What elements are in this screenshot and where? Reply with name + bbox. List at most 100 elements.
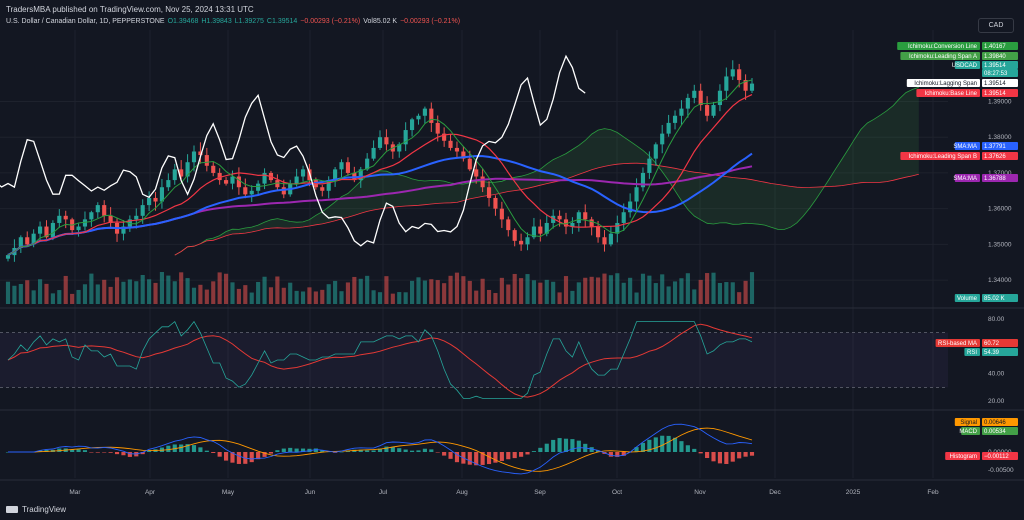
time-tick-label: Jun [305,489,316,496]
candle-body [506,219,511,231]
lagging-tag-value: 1.39514 [984,81,1006,87]
candle-body [147,197,152,206]
candle-body [5,255,11,259]
candle-body [365,158,370,170]
volume-bar [474,290,479,304]
volume-bar [640,273,646,304]
candle-body [371,147,376,159]
change-value: −0.00293 (−0.21%) [300,18,361,25]
candle-body [467,158,472,170]
volume-bar [127,279,132,304]
histogram-bar [711,452,716,462]
base-tag-label: Ichimoku:Base Line [925,91,978,97]
volume-bar [711,272,716,304]
volume-bar [583,277,588,304]
candle-body [172,169,177,181]
histogram-bar [185,444,190,452]
volume-bar [191,287,197,304]
time-tick-label: Sep [534,489,546,496]
histogram-bar [615,452,620,457]
volume-bar [621,282,626,304]
volume-bar [121,281,126,304]
footer-brand-text: TradingView [22,505,67,514]
volume-bar [608,275,613,304]
volume-tag-value: 85.02 K [984,296,1005,302]
volume-bar [70,293,75,304]
volume-bar [300,291,306,304]
rsi-line [7,320,753,399]
volume-bar [38,279,43,304]
candle-body [486,187,492,198]
histogram-bar [217,452,222,457]
histogram-bar [698,452,703,454]
volume-bar [589,276,594,304]
volume-bar [660,274,665,304]
rsi-tag-label-bg [964,348,980,356]
candle-body [634,187,639,202]
volume-bar [249,292,254,304]
histogram-bar [384,446,389,452]
volume-bar [50,293,55,304]
histogram-bar [108,452,113,453]
sma-purple-tag-value: 1.36788 [984,176,1006,182]
candle-body [44,226,49,238]
instrument-name[interactable]: U.S. Dollar / Canadian Dollar, 1D, PEPPE… [6,18,165,25]
rsi-ma-tag-value-bg [982,339,1018,347]
histogram-bar [519,452,524,457]
histogram-bar [531,451,536,452]
candle-body [499,208,504,220]
rsi-tag-value-bg [982,348,1018,356]
histogram-bar [538,447,543,452]
volume-bar [397,292,402,304]
macd-tag-label-bg [961,427,980,435]
histogram-bar [294,448,299,452]
candle-body [576,212,581,223]
footer-brand: TradingView [6,505,66,514]
candle-body [333,169,338,181]
time-tick-label: Dec [769,489,781,496]
volume-bar [435,280,440,304]
volume-bar [57,290,62,304]
span-b-tag-value: 1.37626 [984,154,1006,160]
candle-body [140,205,145,216]
volume-bar [576,282,581,304]
volume-change-value: −0.00293 (−0.21%) [400,18,461,25]
candle-body [724,76,729,91]
candle-body [230,176,235,184]
price-tick-label: 1.36000 [988,206,1012,213]
candle-body [692,90,697,98]
histogram-bar [647,439,652,452]
volume-bar [480,278,485,304]
volume-bar [76,289,81,304]
candle-body [679,108,684,116]
currency-button[interactable]: CAD [978,18,1014,33]
candle-body [538,226,543,234]
signal-tag-label-bg [954,418,980,426]
histogram-bar [230,452,235,463]
base-tag-value-bg [982,89,1018,97]
candle-body [422,108,427,116]
time-tick-label: Feb [927,489,939,496]
histogram-bar [211,452,216,453]
lagging-span-line [0,54,586,247]
candle-body [435,122,440,134]
histogram-bar [454,452,460,463]
histogram-bar [121,452,126,456]
candle-body [596,226,601,238]
histogram-bar [114,452,120,455]
candle-body [480,176,485,188]
usdcad-tag-value: 1.39514 [984,63,1006,69]
volume-bar [653,283,658,304]
histogram-bar [89,452,94,453]
candle-body [621,212,626,223]
conversion-line [7,79,753,256]
candlesticks [5,60,755,262]
sma-blue-tag-value-bg [982,142,1018,150]
rsi-ma-line [7,323,753,398]
histogram-tag-value-bg [982,452,1018,460]
candle-body [377,137,383,148]
price-tick-label: 1.34000 [988,277,1012,284]
volume-bar [179,272,184,304]
histogram-bar [249,452,254,463]
